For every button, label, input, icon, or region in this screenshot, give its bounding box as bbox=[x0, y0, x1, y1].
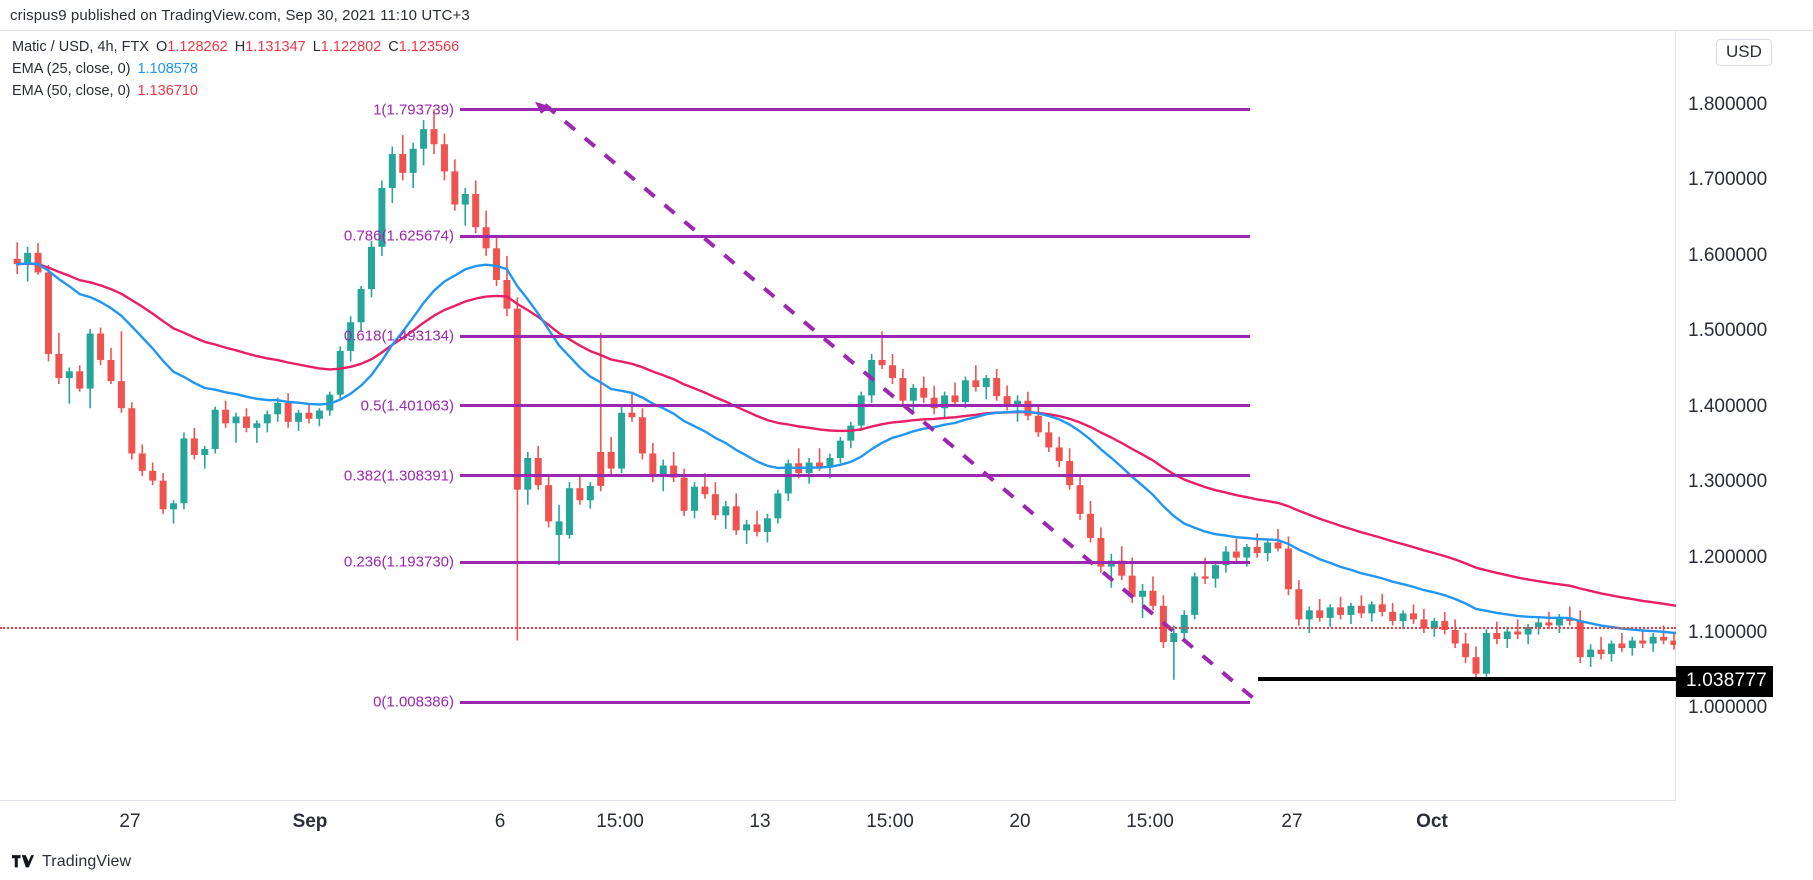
fib-label-0.618: 0.618(1.493134) bbox=[343, 327, 454, 345]
publisher-bar: crispus9 published on TradingView.com, S… bbox=[0, 0, 1813, 30]
fib-line-0.236[interactable] bbox=[460, 560, 1250, 564]
legend-open-value: 1.128262 bbox=[167, 39, 228, 55]
fib-line-0.382[interactable] bbox=[460, 474, 1250, 478]
time-tick: 15:00 bbox=[596, 811, 644, 832]
price-tick: 1.200000 bbox=[1688, 546, 1768, 568]
time-tick: 27 bbox=[119, 811, 141, 832]
legend-close-value: 1.123566 bbox=[398, 39, 460, 55]
fib-label-0.236: 0.236(1.193730) bbox=[343, 553, 454, 571]
price-tick: 1.800000 bbox=[1688, 94, 1768, 115]
price-scale[interactable]: USD 1.800000 1.700000 1.600000 1.500000 1.40… bbox=[1676, 30, 1813, 800]
legend-ema50-label: EMA (50, close, 0) bbox=[12, 83, 131, 100]
legend-high-label: H bbox=[234, 39, 246, 55]
fib-label-0.5: 0.5(1.401063) bbox=[360, 397, 454, 415]
fib-line-0.786[interactable] bbox=[460, 234, 1250, 238]
fib-line-zero-extend bbox=[460, 700, 1250, 704]
fib-label-0.382: 0.382(1.308391) bbox=[343, 467, 454, 485]
fib-line-0.618[interactable] bbox=[460, 334, 1250, 338]
price-tick: 1.000000 bbox=[1688, 697, 1768, 719]
time-scale[interactable]: 27 Sep 6 15:00 13 15:00 20 15:00 27 Oct bbox=[0, 800, 1676, 846]
legend-symbol: Matic / USD, 4h, FTX bbox=[12, 39, 149, 55]
fib-label-0: 0(1.008386) bbox=[373, 693, 454, 711]
legend-ema25-label: EMA (25, close, 0) bbox=[12, 61, 131, 78]
time-tick: 27 bbox=[1281, 811, 1303, 832]
current-price-tag: 1.038777 bbox=[1676, 666, 1773, 698]
fib-label-0.786: 0.786(1.625674) bbox=[343, 227, 454, 245]
fib-line-1[interactable] bbox=[460, 108, 1250, 112]
chart-legend: Matic / USD, 4h, FTX O1.128262 H1.131347 L1… bbox=[12, 36, 459, 102]
legend-ema50-row: EMA (50, close, 0) 1.136710 bbox=[12, 80, 459, 102]
time-tick: 13 bbox=[749, 811, 771, 832]
price-tick: 1.300000 bbox=[1688, 471, 1768, 493]
price-tick: 1.700000 bbox=[1688, 169, 1768, 191]
time-tick: 15:00 bbox=[866, 811, 914, 832]
legend-low-value: 1.122802 bbox=[320, 39, 382, 55]
publisher-text: crispus9 published on TradingView.com, S… bbox=[10, 6, 470, 24]
currency-badge: USD bbox=[1716, 39, 1772, 66]
legend-ema50-value: 1.136710 bbox=[137, 83, 198, 100]
price-tick: 1.500000 bbox=[1688, 320, 1768, 342]
tradingview-logo-icon bbox=[12, 854, 34, 867]
candlestick-plot bbox=[13, 101, 1676, 704]
legend-open-label: O bbox=[155, 39, 168, 55]
time-tick: 20 bbox=[1009, 811, 1031, 832]
legend-ema25-value: 1.108578 bbox=[137, 61, 198, 78]
legend-high-value: 1.131347 bbox=[245, 39, 306, 55]
legend-close-label: C bbox=[388, 39, 399, 55]
fib-line-0.5[interactable] bbox=[460, 404, 1250, 408]
last-price-dotted-line bbox=[0, 626, 1676, 629]
time-tick: Sep bbox=[292, 811, 328, 832]
time-tick: Oct bbox=[1416, 811, 1448, 832]
price-tick: 1.100000 bbox=[1688, 622, 1768, 643]
legend-low-label: L bbox=[312, 39, 321, 55]
tradingview-footer: TradingView bbox=[12, 853, 131, 871]
chart-plot-area[interactable]: 1(1.793739) 0.786(1.625674) 0.618(1.493134… bbox=[0, 30, 1676, 770]
price-tick: 1.600000 bbox=[1688, 244, 1768, 266]
price-tick: 1.400000 bbox=[1688, 395, 1768, 417]
legend-ema25-row: EMA (25, close, 0) 1.108578 bbox=[12, 58, 459, 80]
chart-frame bbox=[0, 30, 1676, 800]
time-tick: 15:00 bbox=[1126, 811, 1174, 832]
tradingview-brand: TradingView bbox=[42, 853, 132, 870]
time-tick: 6 bbox=[494, 811, 506, 832]
fib-label-1: 1(1.793739) bbox=[373, 101, 454, 119]
support-line[interactable] bbox=[1258, 677, 1676, 682]
legend-symbol-row: Matic / USD, 4h, FTX O1.128262 H1.131347 L1… bbox=[12, 36, 459, 58]
